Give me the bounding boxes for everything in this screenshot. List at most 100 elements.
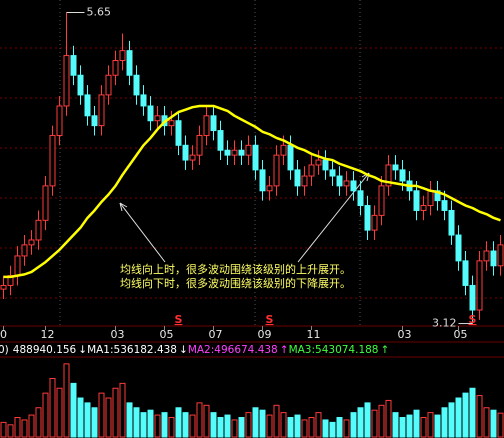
- volume-bar: [378, 404, 385, 438]
- moving-average: [3, 104, 501, 279]
- candle-body: [462, 260, 469, 286]
- volume-bar: [35, 407, 42, 438]
- candle-body: [322, 159, 329, 171]
- volume-header: 0) 488940.156 ↓MA1:536182.438 ↓MA2:496674.4…: [0, 344, 389, 356]
- indicator-label: MA3:: [289, 344, 315, 356]
- candle-body: [56, 105, 63, 136]
- candle-body: [392, 164, 399, 171]
- volume-bar: [182, 412, 189, 438]
- candle-body: [154, 115, 161, 122]
- candle-body: [224, 149, 231, 156]
- volume-bar: [266, 414, 273, 438]
- candle-body: [266, 185, 273, 192]
- prefix: 0): [0, 344, 9, 356]
- candle-body: [189, 154, 196, 161]
- candle-body: [448, 209, 455, 236]
- volume-bar: [196, 402, 203, 438]
- arrow: ↑: [280, 344, 289, 356]
- volume-bar: [294, 414, 301, 438]
- volume-bar: [77, 397, 84, 438]
- volume-bar: [7, 424, 14, 438]
- volume-bar: [427, 412, 434, 438]
- volume-bar: [203, 404, 210, 438]
- volume-bar: [469, 387, 476, 438]
- volume-bar: [175, 407, 182, 438]
- candle-body: [35, 219, 42, 241]
- indicator-value: 543074.188: [315, 344, 378, 356]
- volume-bar: [56, 387, 63, 438]
- volume-bar: [399, 417, 406, 438]
- candle-body: [420, 205, 427, 211]
- volume-bar: [336, 417, 343, 438]
- signal: S: [469, 313, 477, 326]
- candle-body: [294, 169, 301, 187]
- volume-bar: [357, 407, 364, 438]
- x-tick-label: 03: [398, 328, 412, 341]
- volume-bar: [105, 397, 112, 438]
- annotation: 均线向下时，很多波动围绕该级别的下降展开。: [120, 276, 351, 290]
- volume-bar: [91, 407, 98, 438]
- candle-body: [490, 250, 497, 267]
- candle-body: [77, 74, 84, 96]
- candle-body: [63, 55, 70, 107]
- volume-bar: [154, 414, 161, 438]
- candle-body: [308, 164, 315, 177]
- candle-body: [182, 144, 189, 161]
- candle-body: [427, 190, 434, 207]
- volume-bar: [434, 414, 441, 438]
- volume-bar: [441, 407, 448, 438]
- x-tick-label: 03: [111, 328, 125, 341]
- volume-bar: [413, 409, 420, 438]
- volume-bar: [287, 417, 294, 438]
- candle-body: [343, 180, 350, 187]
- candle-body: [210, 115, 217, 132]
- candle-body: [357, 190, 364, 207]
- candle-body: [301, 175, 308, 187]
- volume-bar: [385, 399, 392, 438]
- candle-body: [91, 115, 98, 127]
- candle-body: [196, 134, 203, 156]
- candle-body: [469, 284, 476, 311]
- volume-bar: [329, 421, 336, 438]
- volume-bar: [238, 417, 245, 438]
- arrow: ↓: [179, 344, 188, 356]
- candle-body: [105, 74, 112, 96]
- volume-bar: [392, 412, 399, 438]
- volume-bar: [245, 412, 252, 438]
- volume-bar: [231, 419, 238, 438]
- volume-bar: [462, 392, 469, 438]
- volume-bar: [210, 412, 217, 438]
- volume-bar: [49, 378, 56, 438]
- candle-body: [329, 169, 336, 177]
- volume-bar: [112, 387, 119, 438]
- volume-bar: [343, 419, 350, 438]
- candle-body: [259, 169, 266, 192]
- volume-bar: [371, 409, 378, 438]
- candle-body: [476, 260, 483, 311]
- candle-body: [133, 74, 140, 96]
- volume-bar: [350, 412, 357, 438]
- arrow-head: [119, 202, 128, 212]
- x-tick-label: 05: [454, 328, 468, 341]
- candle-body: [497, 244, 504, 267]
- candle-body: [336, 175, 343, 187]
- volume-bar: [84, 402, 91, 438]
- candle-body: [413, 190, 420, 211]
- volume-bar: [448, 402, 455, 438]
- candle-body: [371, 214, 378, 231]
- candle-body: [385, 164, 392, 187]
- candle-body: [203, 115, 210, 136]
- candle-body: [273, 154, 280, 187]
- candle-body: [126, 50, 133, 76]
- volume-bar: [14, 417, 21, 438]
- x-tick-label: 09: [258, 328, 272, 341]
- volume-bar: [140, 412, 147, 438]
- volume-bar: [406, 414, 413, 438]
- candle-body: [28, 239, 35, 246]
- volume-bar: [119, 382, 126, 438]
- candle-body: [175, 120, 182, 146]
- x-tick-label: 0: [0, 328, 7, 341]
- x-tick-label: 12: [41, 328, 55, 341]
- volume-bar: [70, 382, 77, 438]
